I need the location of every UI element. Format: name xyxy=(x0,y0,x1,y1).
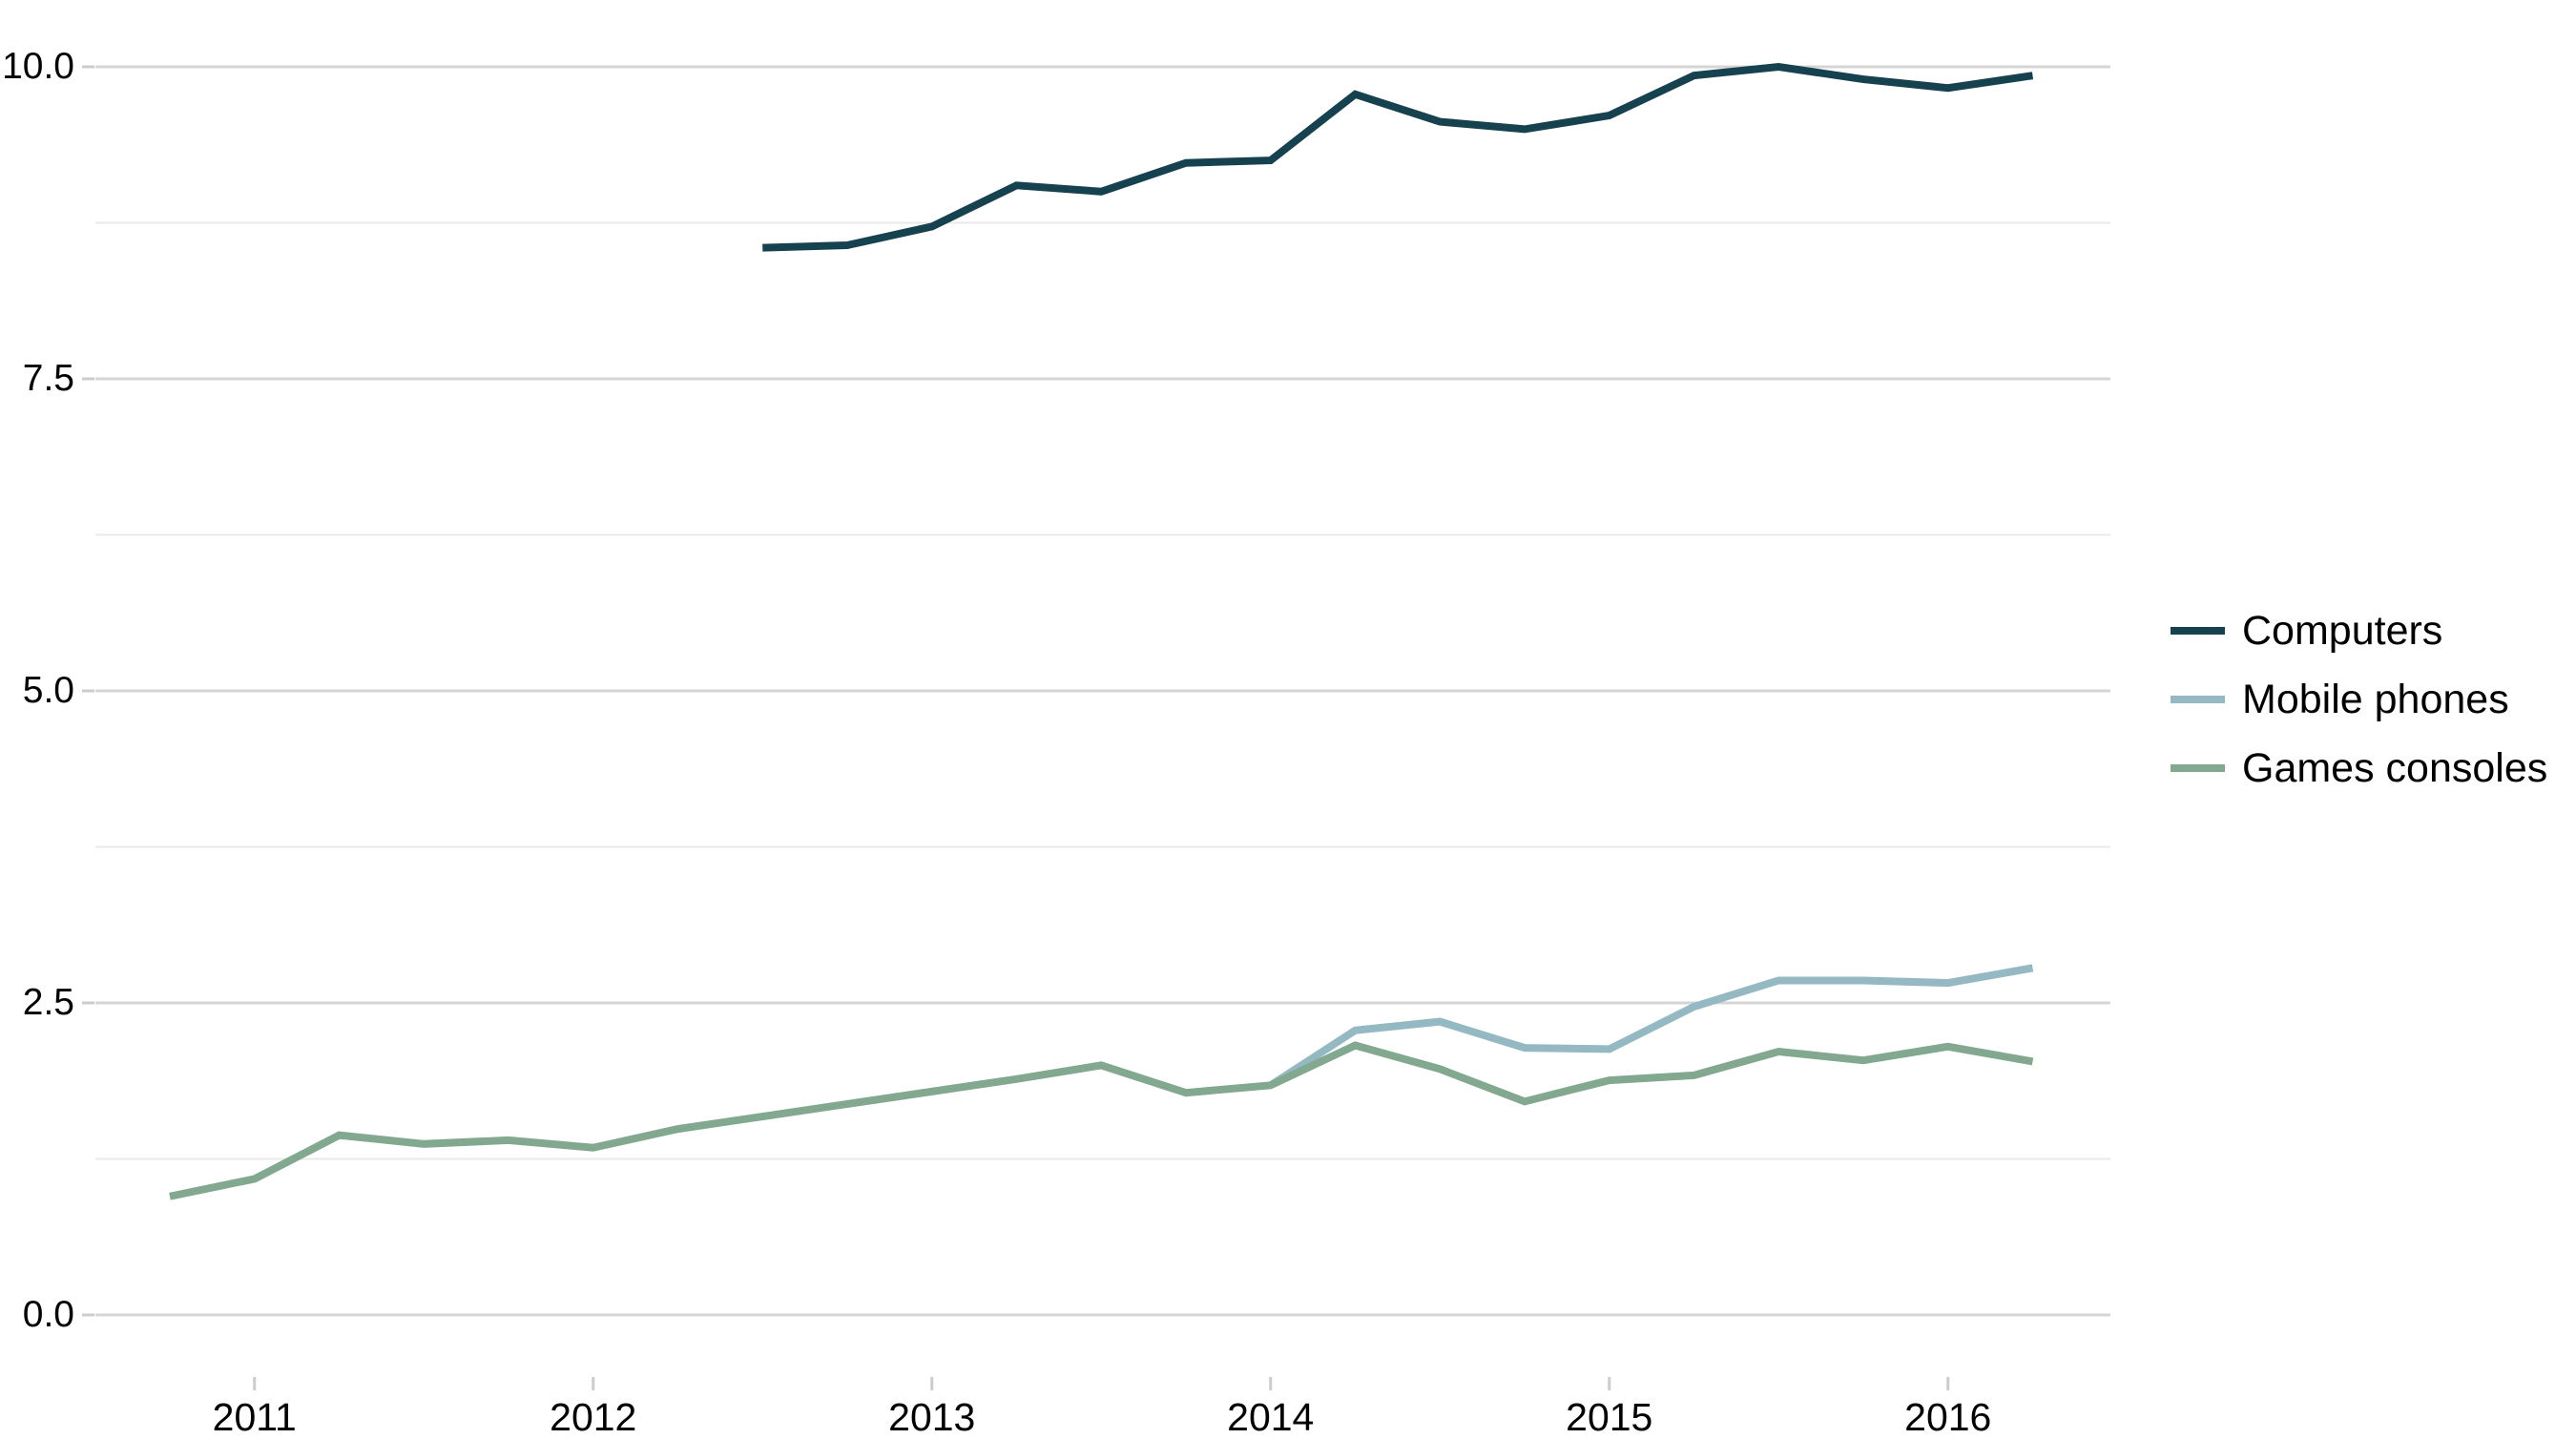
legend-swatch-computers xyxy=(2171,627,2225,635)
legend-label-computers: Computers xyxy=(2242,608,2443,654)
y-axis-label: 7.5 xyxy=(22,358,74,399)
x-axis-label: 2014 xyxy=(1227,1395,1315,1439)
series-line-games-consoles xyxy=(169,1041,2034,1200)
x-axis-label: 2015 xyxy=(1566,1395,1653,1439)
legend-item-computers: Computers xyxy=(2171,607,2442,655)
legend-item-mobile-phones: Mobile phones xyxy=(2171,676,2509,723)
y-axis-label: 5.0 xyxy=(22,670,74,711)
series-line-mobile-phones xyxy=(1268,964,2034,1089)
y-axis-label: 10.0 xyxy=(2,46,74,87)
legend-label-mobile-phones: Mobile phones xyxy=(2242,677,2509,722)
x-axis-label: 2016 xyxy=(1904,1395,1992,1439)
y-axis-label: 2.5 xyxy=(22,982,74,1023)
legend-item-games-consoles: Games consoles xyxy=(2171,744,2547,792)
x-axis-label: 2013 xyxy=(888,1395,976,1439)
x-axis-label: 2011 xyxy=(212,1395,297,1439)
y-axis-label: 0.0 xyxy=(22,1294,74,1335)
legend-swatch-mobile-phones xyxy=(2171,696,2225,703)
x-axis-label: 2012 xyxy=(550,1395,637,1439)
legend-label-games-consoles: Games consoles xyxy=(2242,745,2548,791)
legend-swatch-games-consoles xyxy=(2171,764,2225,772)
series-line-computers xyxy=(762,62,2034,252)
